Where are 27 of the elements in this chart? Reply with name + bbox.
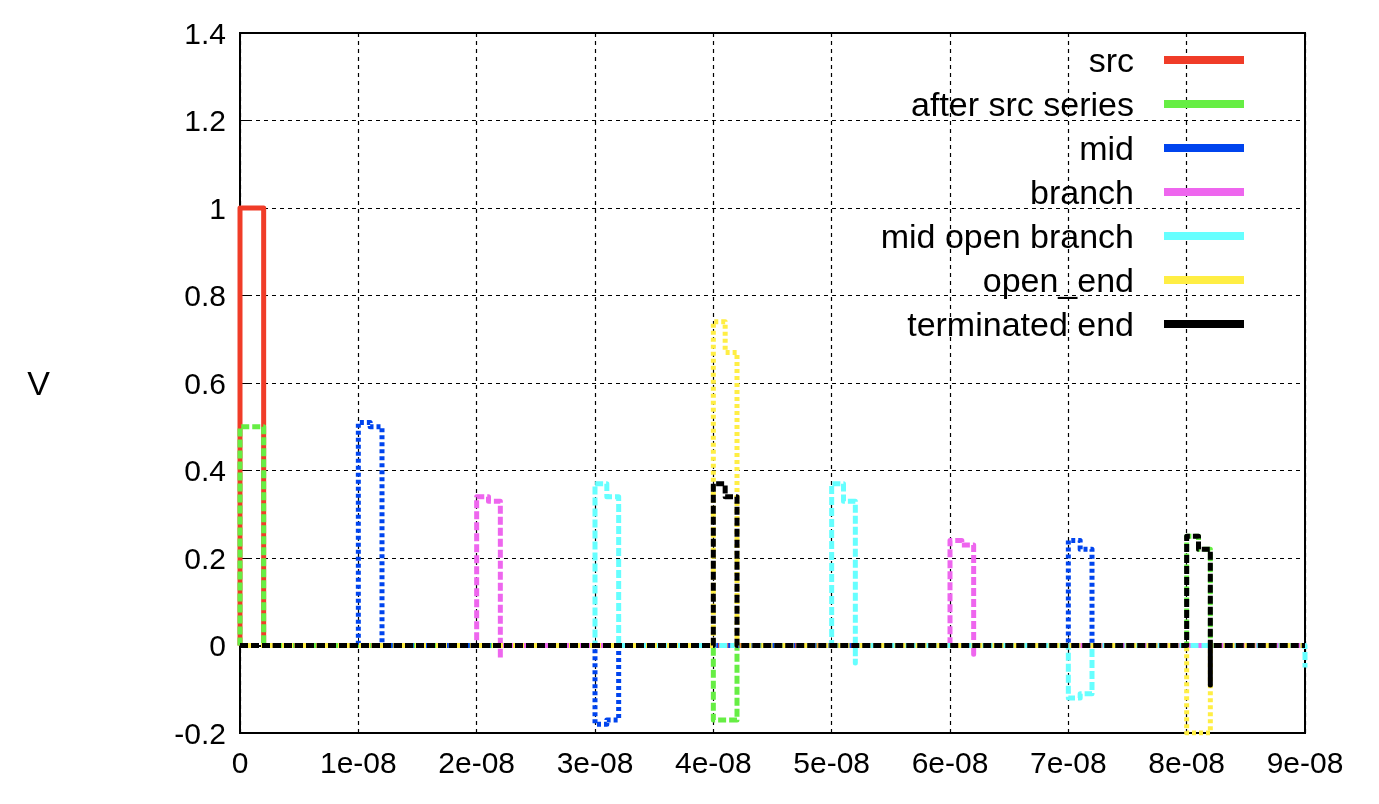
y-tick-label: -0.2	[174, 716, 226, 750]
y-tick-label: 0.6	[184, 366, 226, 400]
x-tick-label: 6e-08	[911, 745, 989, 779]
x-tick-label: 5e-08	[793, 745, 871, 779]
x-tick-label: 7e-08	[1029, 745, 1107, 779]
y-tick-label: 1.4	[184, 16, 226, 50]
y-tick-label: 1	[209, 191, 226, 225]
y-tick-label: 0.4	[184, 454, 226, 487]
y-tick-label: 0	[209, 629, 226, 662]
legend-label: open_end	[982, 261, 1134, 299]
x-tick-label: 2e-08	[438, 745, 516, 779]
x-tick-label: 4e-08	[674, 745, 752, 779]
legend-label: mid open branch	[880, 217, 1134, 255]
legend-label: terminated end	[907, 305, 1134, 343]
x-tick-label: 8e-08	[1148, 745, 1226, 779]
y-tick-label: 1.2	[184, 104, 226, 137]
y-tick-label: 0.8	[184, 279, 226, 312]
x-tick-label: 9e-08	[1266, 745, 1344, 779]
legend-label: branch	[1030, 173, 1134, 211]
y-axis-title: V	[27, 364, 51, 402]
y-tick-label: 0.2	[184, 541, 226, 575]
x-tick-label: 3e-08	[556, 745, 634, 779]
legend-label: src	[1088, 41, 1134, 79]
legend-label: mid	[1079, 129, 1134, 167]
x-tick-label: 0	[231, 745, 249, 779]
x-tick-label: 1e-08	[319, 745, 397, 779]
legend-label: after src series	[911, 85, 1134, 123]
